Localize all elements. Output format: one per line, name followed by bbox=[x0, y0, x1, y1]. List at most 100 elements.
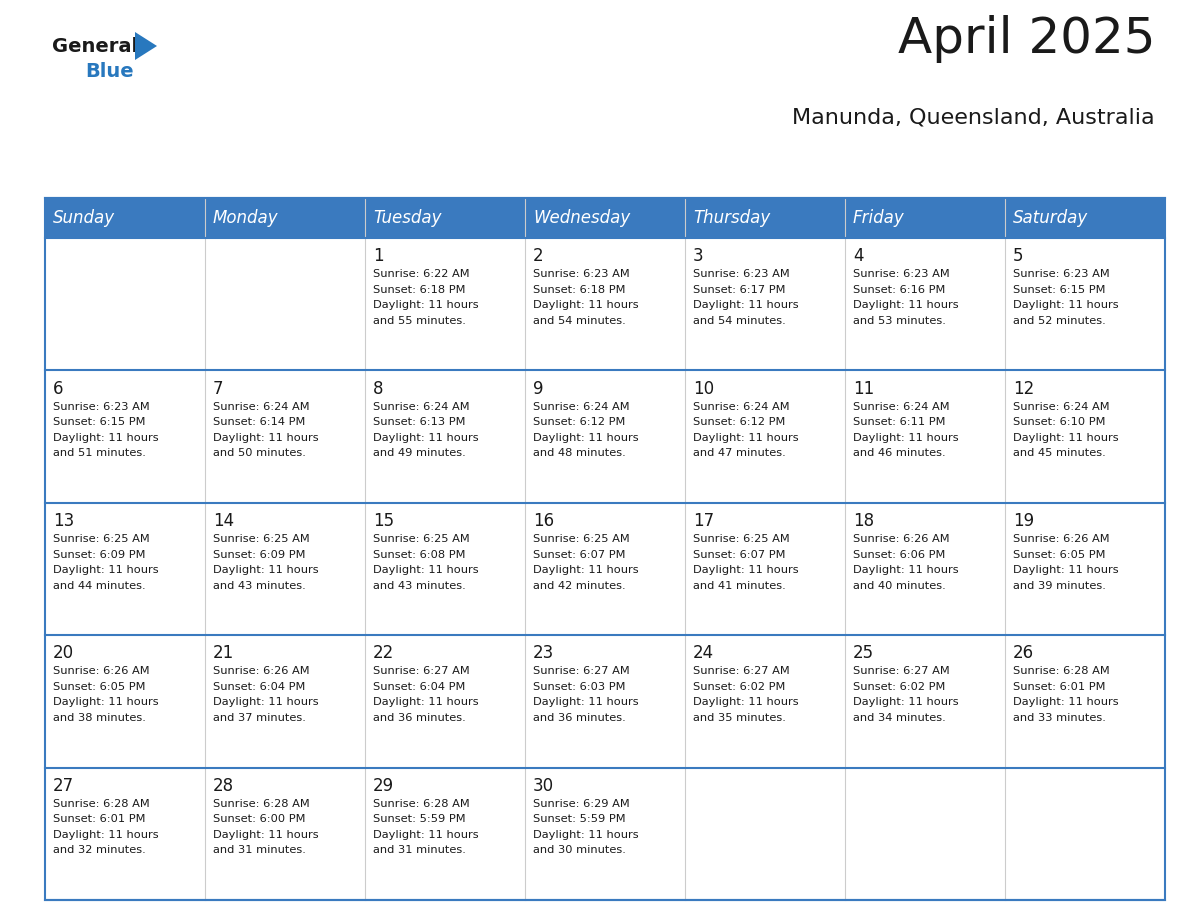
Text: Sunset: 6:13 PM: Sunset: 6:13 PM bbox=[373, 417, 466, 427]
Text: 24: 24 bbox=[693, 644, 714, 663]
Text: 17: 17 bbox=[693, 512, 714, 530]
Text: Daylight: 11 hours: Daylight: 11 hours bbox=[213, 565, 318, 575]
Text: and 40 minutes.: and 40 minutes. bbox=[853, 580, 946, 590]
Text: Blue: Blue bbox=[86, 62, 133, 81]
Text: Sunrise: 6:24 AM: Sunrise: 6:24 AM bbox=[533, 402, 630, 411]
Text: Sunset: 6:05 PM: Sunset: 6:05 PM bbox=[53, 682, 145, 692]
Text: Sunset: 6:16 PM: Sunset: 6:16 PM bbox=[853, 285, 946, 295]
Text: Sunset: 6:01 PM: Sunset: 6:01 PM bbox=[53, 814, 145, 824]
Bar bbox=[365, 198, 525, 238]
Text: Daylight: 11 hours: Daylight: 11 hours bbox=[213, 698, 318, 708]
Text: Sunrise: 6:24 AM: Sunrise: 6:24 AM bbox=[373, 402, 469, 411]
Bar bbox=[365, 767, 525, 900]
Text: Sunrise: 6:24 AM: Sunrise: 6:24 AM bbox=[1013, 402, 1110, 411]
Bar bbox=[1005, 503, 1165, 635]
Text: 8: 8 bbox=[373, 380, 384, 397]
Text: Sunrise: 6:25 AM: Sunrise: 6:25 AM bbox=[53, 534, 150, 544]
Text: Daylight: 11 hours: Daylight: 11 hours bbox=[693, 565, 798, 575]
Text: Sunrise: 6:24 AM: Sunrise: 6:24 AM bbox=[213, 402, 310, 411]
Text: and 32 minutes.: and 32 minutes. bbox=[53, 845, 146, 856]
Polygon shape bbox=[135, 32, 157, 60]
Text: and 34 minutes.: and 34 minutes. bbox=[853, 713, 946, 723]
Text: Sunset: 6:18 PM: Sunset: 6:18 PM bbox=[373, 285, 466, 295]
Bar bbox=[45, 503, 206, 635]
Bar bbox=[845, 767, 1005, 900]
Text: 14: 14 bbox=[213, 512, 234, 530]
Text: Tuesday: Tuesday bbox=[373, 209, 442, 227]
Text: Sunrise: 6:22 AM: Sunrise: 6:22 AM bbox=[373, 269, 469, 279]
Text: and 47 minutes.: and 47 minutes. bbox=[693, 448, 785, 458]
Text: Sunset: 6:08 PM: Sunset: 6:08 PM bbox=[373, 550, 466, 560]
Bar bbox=[1005, 635, 1165, 767]
Text: Sunrise: 6:27 AM: Sunrise: 6:27 AM bbox=[693, 666, 790, 677]
Bar bbox=[525, 198, 685, 238]
Text: Sunrise: 6:23 AM: Sunrise: 6:23 AM bbox=[533, 269, 630, 279]
Text: Sunset: 6:09 PM: Sunset: 6:09 PM bbox=[53, 550, 145, 560]
Text: Sunrise: 6:24 AM: Sunrise: 6:24 AM bbox=[693, 402, 790, 411]
Text: Daylight: 11 hours: Daylight: 11 hours bbox=[213, 830, 318, 840]
Text: and 41 minutes.: and 41 minutes. bbox=[693, 580, 785, 590]
Text: Sunrise: 6:27 AM: Sunrise: 6:27 AM bbox=[533, 666, 630, 677]
Text: 29: 29 bbox=[373, 777, 394, 795]
Text: 19: 19 bbox=[1013, 512, 1034, 530]
Text: Friday: Friday bbox=[853, 209, 905, 227]
Text: 9: 9 bbox=[533, 380, 543, 397]
Text: Sunrise: 6:26 AM: Sunrise: 6:26 AM bbox=[1013, 534, 1110, 544]
Text: Sunset: 5:59 PM: Sunset: 5:59 PM bbox=[533, 814, 626, 824]
Text: Sunrise: 6:25 AM: Sunrise: 6:25 AM bbox=[213, 534, 310, 544]
Text: Daylight: 11 hours: Daylight: 11 hours bbox=[693, 300, 798, 310]
Text: Daylight: 11 hours: Daylight: 11 hours bbox=[533, 300, 639, 310]
Text: 15: 15 bbox=[373, 512, 394, 530]
Bar bbox=[206, 635, 365, 767]
Text: Sunday: Sunday bbox=[53, 209, 115, 227]
Text: and 39 minutes.: and 39 minutes. bbox=[1013, 580, 1106, 590]
Text: Daylight: 11 hours: Daylight: 11 hours bbox=[373, 300, 479, 310]
Text: 28: 28 bbox=[213, 777, 234, 795]
Text: Sunset: 6:06 PM: Sunset: 6:06 PM bbox=[853, 550, 946, 560]
Text: 1: 1 bbox=[373, 247, 384, 265]
Bar bbox=[1005, 238, 1165, 370]
Text: 10: 10 bbox=[693, 380, 714, 397]
Bar bbox=[45, 198, 206, 238]
Text: Sunset: 6:01 PM: Sunset: 6:01 PM bbox=[1013, 682, 1106, 692]
Text: Sunrise: 6:28 AM: Sunrise: 6:28 AM bbox=[1013, 666, 1110, 677]
Text: Sunset: 6:12 PM: Sunset: 6:12 PM bbox=[533, 417, 625, 427]
Text: 20: 20 bbox=[53, 644, 74, 663]
Text: and 45 minutes.: and 45 minutes. bbox=[1013, 448, 1106, 458]
Bar bbox=[525, 238, 685, 370]
Text: Sunset: 6:17 PM: Sunset: 6:17 PM bbox=[693, 285, 785, 295]
Text: Saturday: Saturday bbox=[1013, 209, 1088, 227]
Text: Sunset: 6:18 PM: Sunset: 6:18 PM bbox=[533, 285, 626, 295]
Text: Sunrise: 6:26 AM: Sunrise: 6:26 AM bbox=[213, 666, 310, 677]
Text: Sunset: 6:12 PM: Sunset: 6:12 PM bbox=[693, 417, 785, 427]
Text: and 49 minutes.: and 49 minutes. bbox=[373, 448, 466, 458]
Text: and 54 minutes.: and 54 minutes. bbox=[693, 316, 785, 326]
Text: Sunset: 6:05 PM: Sunset: 6:05 PM bbox=[1013, 550, 1106, 560]
Text: Sunrise: 6:23 AM: Sunrise: 6:23 AM bbox=[853, 269, 949, 279]
Text: 27: 27 bbox=[53, 777, 74, 795]
Text: Thursday: Thursday bbox=[693, 209, 770, 227]
Bar bbox=[206, 198, 365, 238]
Text: and 51 minutes.: and 51 minutes. bbox=[53, 448, 146, 458]
Text: Daylight: 11 hours: Daylight: 11 hours bbox=[373, 565, 479, 575]
Text: Sunrise: 6:23 AM: Sunrise: 6:23 AM bbox=[693, 269, 790, 279]
Text: Daylight: 11 hours: Daylight: 11 hours bbox=[1013, 300, 1119, 310]
Text: 21: 21 bbox=[213, 644, 234, 663]
Bar bbox=[845, 370, 1005, 503]
Text: Monday: Monday bbox=[213, 209, 279, 227]
Text: Sunrise: 6:25 AM: Sunrise: 6:25 AM bbox=[693, 534, 790, 544]
Text: Sunset: 6:10 PM: Sunset: 6:10 PM bbox=[1013, 417, 1106, 427]
Text: 23: 23 bbox=[533, 644, 555, 663]
Text: Sunrise: 6:29 AM: Sunrise: 6:29 AM bbox=[533, 799, 630, 809]
Text: and 33 minutes.: and 33 minutes. bbox=[1013, 713, 1106, 723]
Text: Sunset: 6:04 PM: Sunset: 6:04 PM bbox=[213, 682, 305, 692]
Text: 5: 5 bbox=[1013, 247, 1024, 265]
Text: 26: 26 bbox=[1013, 644, 1034, 663]
Text: Daylight: 11 hours: Daylight: 11 hours bbox=[53, 432, 159, 442]
Bar bbox=[365, 503, 525, 635]
Bar bbox=[845, 198, 1005, 238]
Text: and 31 minutes.: and 31 minutes. bbox=[213, 845, 305, 856]
Text: and 54 minutes.: and 54 minutes. bbox=[533, 316, 626, 326]
Text: Daylight: 11 hours: Daylight: 11 hours bbox=[853, 300, 959, 310]
Text: Daylight: 11 hours: Daylight: 11 hours bbox=[1013, 698, 1119, 708]
